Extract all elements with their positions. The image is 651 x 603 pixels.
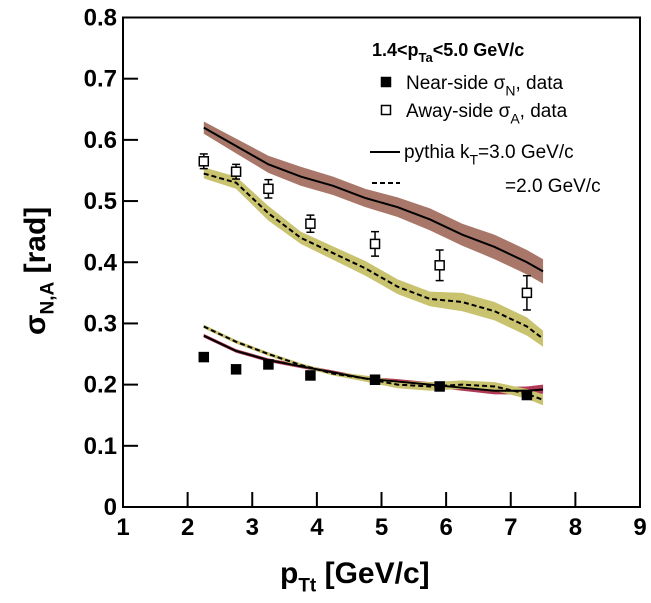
- text-part: p: [280, 557, 298, 590]
- model-band: [203, 121, 544, 284]
- legend-title: 1.4<pTa<5.0 GeV/c: [372, 40, 524, 65]
- subscript: T: [469, 151, 478, 167]
- error-bar: [371, 230, 380, 257]
- text-part: <5.0 GeV/c: [433, 40, 525, 60]
- error-bar: [232, 163, 241, 180]
- open-square: [230, 166, 242, 177]
- subscript: A: [510, 110, 520, 126]
- open-square: [521, 287, 533, 299]
- text-part: σ: [19, 314, 52, 335]
- open-square: [369, 238, 381, 250]
- filled-square: [198, 351, 210, 363]
- legend-label: Near-side σN, data: [406, 73, 563, 98]
- subscript: Ta: [419, 50, 434, 65]
- open-square: [305, 218, 316, 229]
- text-part: [rad]: [19, 207, 52, 282]
- y-axis-title: σN,A [rad]: [19, 207, 59, 335]
- text-part: =3.0 GeV/c: [478, 142, 574, 163]
- error-bar: [199, 153, 208, 170]
- legend-label: =2.0 GeV/c: [505, 176, 601, 197]
- model-line: [203, 334, 544, 392]
- filled-square: [230, 364, 242, 375]
- subscript: Tt: [298, 576, 317, 597]
- open-square: [198, 156, 210, 167]
- error-bar: [435, 249, 444, 282]
- text-part: 1.4<p: [372, 40, 419, 60]
- y-tick-label: 0.7: [84, 66, 117, 93]
- subscript: N: [505, 82, 515, 98]
- y-tick-label: 0.4: [84, 249, 118, 276]
- text-part: =2.0 GeV/c: [505, 176, 601, 197]
- x-tick-label: 6: [439, 514, 452, 541]
- model-line: [203, 325, 544, 401]
- legend-label: Away-side σA, data: [406, 101, 568, 126]
- y-tick-label: 0.5: [84, 188, 117, 215]
- x-tick-label: 4: [310, 514, 324, 541]
- error-bar: [306, 214, 315, 234]
- open-square: [434, 260, 445, 271]
- filled-square: [521, 389, 533, 401]
- y-tick-label: 0.8: [84, 5, 117, 32]
- text-part: Near-side σ: [406, 73, 506, 94]
- x-axis-title: pTt [GeV/c]: [280, 557, 430, 597]
- x-tick-label: 5: [375, 514, 388, 541]
- y-tick-label: 0: [104, 494, 117, 521]
- model-line: [203, 126, 544, 273]
- open-square: [380, 104, 392, 116]
- y-tick-label: 0.2: [84, 372, 117, 399]
- x-tick-label: 8: [569, 514, 582, 541]
- text-part: Away-side σ: [406, 101, 511, 122]
- filled-square: [305, 370, 316, 381]
- text-part: pythia k: [404, 142, 470, 163]
- open-square: [263, 183, 274, 195]
- x-tick-label: 9: [633, 514, 646, 541]
- text-part: [GeV/c]: [316, 557, 429, 590]
- x-tick-label: 2: [181, 514, 194, 541]
- text-part: , data: [520, 101, 568, 122]
- x-tick-label: 3: [246, 514, 259, 541]
- x-tick-label: 1: [116, 514, 129, 541]
- error-bar: [264, 178, 273, 199]
- model-line: [203, 172, 544, 340]
- text-part: , data: [516, 73, 564, 94]
- x-tick-label: 7: [504, 514, 517, 541]
- filled-square: [380, 76, 392, 88]
- error-bar: [522, 274, 531, 311]
- filled-square: [263, 359, 274, 370]
- y-tick-label: 0.3: [84, 310, 117, 337]
- legend-label: pythia kT=3.0 GeV/c: [404, 142, 574, 167]
- y-tick-label: 0.1: [84, 433, 117, 460]
- filled-square: [434, 381, 445, 392]
- subscript: N,A: [38, 281, 59, 314]
- y-tick-label: 0.6: [84, 127, 117, 154]
- filled-square: [369, 374, 381, 385]
